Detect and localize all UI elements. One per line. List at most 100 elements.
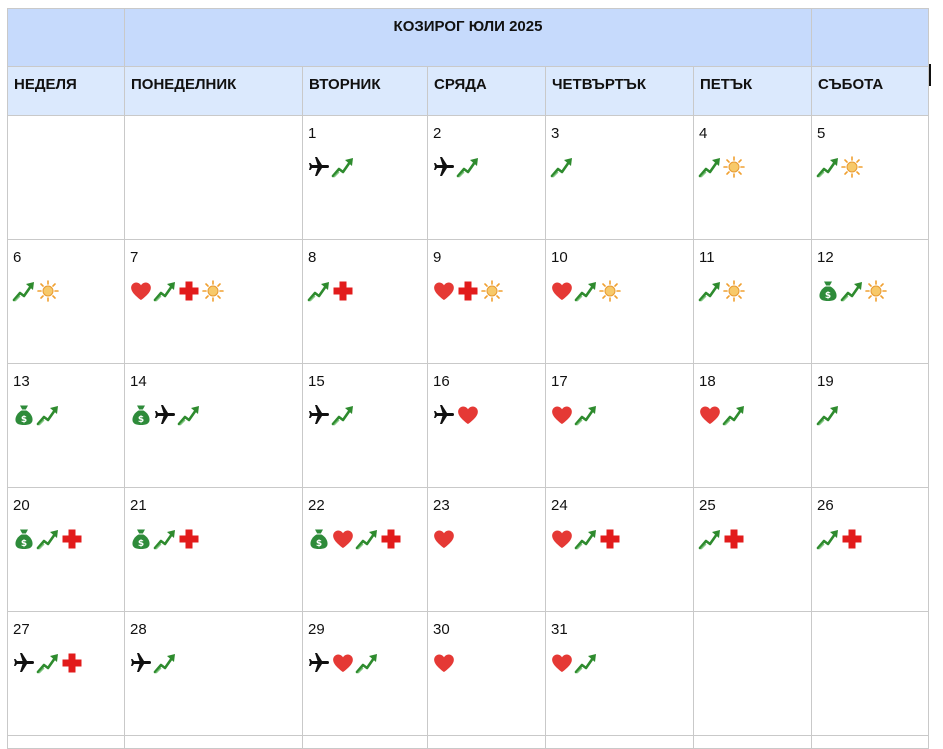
day-number: 7 xyxy=(130,249,139,266)
calendar-table: КОЗИРОГ ЮЛИ 2025 НЕДЕЛЯ ПОНЕДЕЛНИК ВТОРН… xyxy=(7,8,929,749)
day-number: 23 xyxy=(433,497,450,514)
week-row: 1 2 3 4 5 xyxy=(7,115,929,240)
calendar: КОЗИРОГ ЮЛИ 2025 НЕДЕЛЯ ПОНЕДЕЛНИК ВТОРН… xyxy=(7,8,929,749)
weekday-tuesday: ВТОРНИК xyxy=(302,66,428,116)
day-cell: 12 $ xyxy=(811,239,929,364)
day-number: 20 xyxy=(13,497,30,514)
day-number: 8 xyxy=(308,249,317,266)
day-cell: 23 xyxy=(427,487,546,612)
day-cell: 16 xyxy=(427,363,546,488)
day-number: 19 xyxy=(817,373,834,390)
day-icons xyxy=(546,267,693,304)
day-number: 3 xyxy=(551,125,560,142)
title-cell-right xyxy=(811,8,929,67)
airplane-icon xyxy=(12,651,36,675)
sun-icon xyxy=(722,155,746,179)
day-number: 24 xyxy=(551,497,568,514)
heart-icon xyxy=(432,279,456,303)
trend-up-icon xyxy=(698,527,722,551)
day-number: 9 xyxy=(433,249,442,266)
trend-up-icon xyxy=(331,155,355,179)
day-number: 12 xyxy=(817,249,834,266)
day-cell: 30 xyxy=(427,611,546,736)
trend-up-icon xyxy=(36,651,60,675)
heart-icon xyxy=(331,651,355,675)
weekday-label: ПОНЕДЕЛНИК xyxy=(131,76,237,93)
day-number: 18 xyxy=(699,373,716,390)
trend-up-icon xyxy=(574,527,598,551)
day-icons: $ xyxy=(125,515,302,552)
day-icons xyxy=(303,143,427,180)
heart-icon xyxy=(129,279,153,303)
week-row: 20 $21 $22 $23 24 25 26 xyxy=(7,487,929,612)
day-cell: 18 xyxy=(693,363,812,488)
day-icons xyxy=(812,515,928,552)
day-icons xyxy=(8,267,124,304)
day-cell: 5 xyxy=(811,115,929,240)
day-cell xyxy=(124,735,303,749)
day-cell xyxy=(545,735,694,749)
trend-up-icon xyxy=(153,279,177,303)
day-cell xyxy=(693,735,812,749)
day-number: 29 xyxy=(308,621,325,638)
day-cell: 17 xyxy=(545,363,694,488)
svg-text:$: $ xyxy=(316,539,322,549)
week-row: 13 $14 $15 16 17 18 19 xyxy=(7,363,929,488)
trend-up-icon xyxy=(153,527,177,551)
sun-icon xyxy=(480,279,504,303)
day-cell: 24 xyxy=(545,487,694,612)
day-icons xyxy=(812,143,928,180)
money-bag-icon: $ xyxy=(816,279,840,303)
day-icons: $ xyxy=(125,391,302,428)
day-cell: 8 xyxy=(302,239,428,364)
health-cross-icon xyxy=(456,279,480,303)
day-number: 1 xyxy=(308,125,317,142)
day-cell: 27 xyxy=(7,611,125,736)
trend-up-icon xyxy=(307,279,331,303)
day-icons: $ xyxy=(303,515,427,552)
day-cell: 15 xyxy=(302,363,428,488)
day-cell: 11 xyxy=(693,239,812,364)
trend-up-icon xyxy=(331,403,355,427)
heart-icon xyxy=(698,403,722,427)
airplane-icon xyxy=(432,155,456,179)
day-cell: 31 xyxy=(545,611,694,736)
weekday-label: СЪБОТА xyxy=(818,76,884,93)
money-bag-icon: $ xyxy=(307,527,331,551)
sun-icon xyxy=(722,279,746,303)
heart-icon xyxy=(550,651,574,675)
trend-up-icon xyxy=(698,155,722,179)
trend-up-icon xyxy=(456,155,480,179)
day-cell: 19 xyxy=(811,363,929,488)
heart-icon xyxy=(331,527,355,551)
heart-icon xyxy=(550,279,574,303)
svg-text:$: $ xyxy=(21,415,27,425)
sun-icon xyxy=(201,279,225,303)
day-icons xyxy=(428,639,545,676)
weekday-label: ПЕТЪК xyxy=(700,76,753,93)
day-number: 31 xyxy=(551,621,568,638)
day-cell: 29 xyxy=(302,611,428,736)
health-cross-icon xyxy=(598,527,622,551)
day-icons xyxy=(546,515,693,552)
health-cross-icon xyxy=(331,279,355,303)
week-row xyxy=(7,735,929,749)
week-row: 27 28 29 30 31 xyxy=(7,611,929,736)
day-icons xyxy=(428,267,545,304)
day-number: 21 xyxy=(130,497,147,514)
week-row: 6 7 8 9 10 11 12 $ xyxy=(7,239,929,364)
day-cell: 22 $ xyxy=(302,487,428,612)
day-number: 17 xyxy=(551,373,568,390)
weekday-sunday: НЕДЕЛЯ xyxy=(7,66,125,116)
weekday-saturday: СЪБОТА xyxy=(811,66,929,116)
day-cell: 9 xyxy=(427,239,546,364)
day-icons xyxy=(694,391,811,428)
airplane-icon xyxy=(432,403,456,427)
weekday-thursday: ЧЕТВЪРТЪК xyxy=(545,66,694,116)
sun-icon xyxy=(598,279,622,303)
money-bag-icon: $ xyxy=(129,403,153,427)
day-cell: 26 xyxy=(811,487,929,612)
day-cell xyxy=(124,115,303,240)
trend-up-icon xyxy=(355,651,379,675)
trend-up-icon xyxy=(840,279,864,303)
